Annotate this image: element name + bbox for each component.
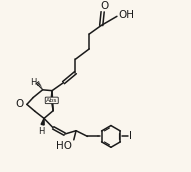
Text: I: I [129, 131, 132, 141]
Text: Abs: Abs [46, 98, 57, 103]
Text: H,: H, [30, 78, 39, 87]
Text: O: O [101, 1, 109, 11]
Polygon shape [41, 118, 44, 125]
Text: OH: OH [118, 10, 134, 20]
Text: HO: HO [56, 141, 72, 151]
Text: O: O [16, 99, 24, 109]
Text: H: H [39, 127, 45, 136]
